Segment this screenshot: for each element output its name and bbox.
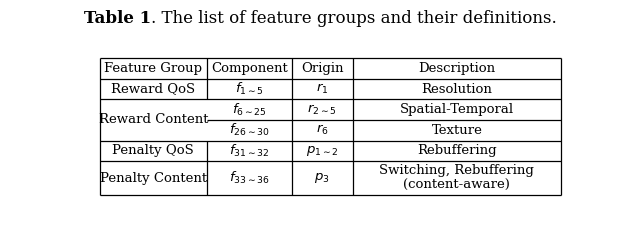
Text: Penalty Content: Penalty Content [100, 172, 207, 184]
Text: Origin: Origin [301, 62, 344, 75]
Text: $r_1$: $r_1$ [316, 82, 328, 96]
Text: Spatial-Temporal: Spatial-Temporal [400, 103, 514, 116]
Text: Table 1: Table 1 [84, 10, 150, 27]
Text: $r_6$: $r_6$ [316, 123, 328, 137]
Text: Resolution: Resolution [421, 83, 492, 96]
Text: $f_{26\sim30}$: $f_{26\sim30}$ [228, 122, 270, 138]
Text: $f_{31\sim32}$: $f_{31\sim32}$ [229, 143, 269, 159]
Text: Reward QoS: Reward QoS [111, 83, 195, 96]
Text: . The list of feature groups and their definitions.: . The list of feature groups and their d… [150, 10, 556, 27]
Text: $f_{33\sim36}$: $f_{33\sim36}$ [228, 170, 270, 186]
Text: $r_{2\sim5}$: $r_{2\sim5}$ [307, 103, 337, 117]
Text: $p_{1\sim2}$: $p_{1\sim2}$ [306, 144, 339, 158]
Text: $f_{1\sim5}$: $f_{1\sim5}$ [235, 81, 264, 97]
Text: Rebuffering: Rebuffering [417, 144, 497, 157]
Text: $f_{6\sim25}$: $f_{6\sim25}$ [232, 102, 267, 118]
Text: Penalty QoS: Penalty QoS [113, 144, 194, 157]
Text: Reward Content: Reward Content [99, 113, 208, 126]
Text: $p_3$: $p_3$ [314, 171, 330, 185]
Text: Switching, Rebuffering: Switching, Rebuffering [380, 164, 534, 177]
Text: Description: Description [419, 62, 495, 75]
Text: Texture: Texture [431, 124, 483, 137]
Text: Component: Component [211, 62, 287, 75]
Text: (content-aware): (content-aware) [403, 179, 510, 192]
Text: Feature Group: Feature Group [104, 62, 202, 75]
